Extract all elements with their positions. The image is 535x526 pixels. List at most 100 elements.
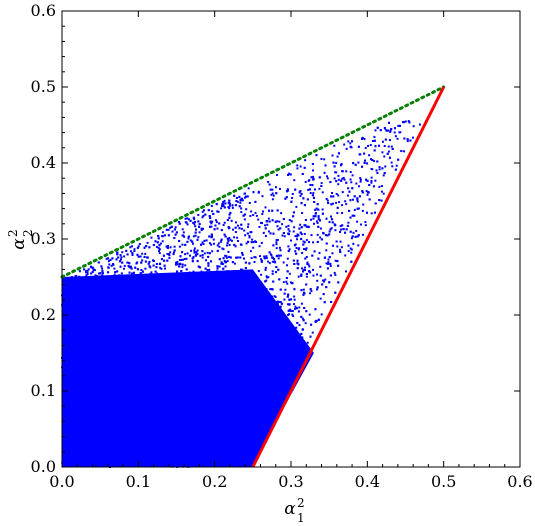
- scatter-point: [74, 338, 77, 341]
- scatter-point: [166, 425, 169, 428]
- scatter-point: [341, 191, 344, 194]
- scatter-point: [239, 331, 242, 334]
- scatter-point: [150, 340, 153, 343]
- scatter-point: [304, 159, 307, 162]
- scatter-point: [216, 343, 219, 346]
- scatter-point: [203, 285, 206, 288]
- scatter-point: [278, 301, 281, 304]
- scatter-point: [70, 374, 73, 377]
- scatter-point: [282, 327, 285, 330]
- scatter-point: [212, 316, 215, 319]
- scatter-point: [240, 274, 243, 277]
- scatter-point: [335, 201, 338, 204]
- scatter-point: [134, 456, 137, 459]
- scatter-point: [200, 327, 203, 330]
- scatter-point: [215, 221, 218, 224]
- scatter-point: [240, 223, 243, 226]
- scatter-point: [246, 281, 249, 284]
- scatter-point: [307, 263, 310, 266]
- scatter-point: [260, 318, 263, 321]
- scatter-point: [225, 346, 228, 349]
- scatter-point: [141, 369, 144, 372]
- scatter-point: [299, 189, 302, 192]
- scatter-point: [107, 271, 110, 274]
- scatter-point: [162, 423, 165, 426]
- scatter-point: [222, 203, 225, 206]
- scatter-point: [149, 393, 152, 396]
- scatter-point: [349, 247, 352, 250]
- scatter-point: [407, 120, 410, 123]
- scatter-point: [233, 315, 236, 318]
- scatter-point: [121, 349, 124, 352]
- scatter-point: [121, 328, 124, 331]
- scatter-point: [164, 378, 167, 381]
- scatter-point: [199, 374, 202, 377]
- scatter-point: [71, 415, 74, 418]
- scatter-point: [101, 274, 104, 277]
- scatter-point: [88, 332, 91, 335]
- scatter-point: [239, 299, 242, 302]
- scatter-point: [248, 374, 251, 377]
- scatter-point: [287, 309, 290, 312]
- scatter-point: [214, 436, 217, 439]
- scatter-point: [180, 374, 183, 377]
- scatter-point: [139, 335, 142, 338]
- scatter-point: [161, 365, 164, 368]
- scatter-point: [188, 271, 191, 274]
- scatter-point: [223, 284, 226, 287]
- scatter-point: [169, 251, 172, 254]
- scatter-point: [100, 402, 103, 405]
- scatter-point: [307, 241, 310, 244]
- scatter-point: [214, 450, 217, 453]
- scatter-point: [316, 288, 319, 291]
- scatter-point: [191, 392, 194, 395]
- scatter-point: [61, 370, 64, 373]
- scatter-point: [195, 400, 198, 403]
- scatter-point: [83, 330, 86, 333]
- scatter-point: [219, 240, 222, 243]
- scatter-point: [126, 464, 129, 467]
- scatter-point: [346, 224, 349, 227]
- scatter-point: [83, 384, 86, 387]
- scatter-point: [166, 399, 169, 402]
- scatter-point: [203, 382, 206, 385]
- scatter-point: [159, 287, 162, 290]
- scatter-point: [386, 152, 389, 155]
- scatter-point: [96, 319, 99, 322]
- scatter-point: [80, 423, 83, 426]
- scatter-point: [85, 416, 88, 419]
- scatter-point: [254, 403, 257, 406]
- scatter-point: [251, 434, 254, 437]
- scatter-point: [116, 382, 119, 385]
- scatter-point: [86, 358, 89, 361]
- scatter-point: [236, 283, 239, 286]
- scatter-point: [78, 387, 81, 390]
- scatter-point: [375, 169, 378, 172]
- scatter-point: [210, 333, 213, 336]
- scatter-point: [328, 221, 331, 224]
- scatter-point: [150, 303, 153, 306]
- scatter-point: [240, 355, 243, 358]
- scatter-point: [337, 281, 340, 284]
- scatter-point: [175, 388, 178, 391]
- scatter-point: [250, 304, 253, 307]
- scatter-point: [285, 280, 288, 283]
- scatter-point: [137, 405, 140, 408]
- scatter-point: [269, 346, 272, 349]
- scatter-point: [157, 464, 160, 467]
- scatter-point: [143, 426, 146, 429]
- scatter-point: [188, 309, 191, 312]
- scatter-point: [66, 423, 69, 426]
- scatter-point: [286, 303, 289, 306]
- scatter-point: [201, 273, 204, 276]
- scatter-point: [192, 367, 195, 370]
- scatter-point: [217, 381, 220, 384]
- scatter-point: [323, 301, 326, 304]
- scatter-point: [122, 415, 125, 418]
- scatter-point: [272, 359, 275, 362]
- scatter-point: [273, 295, 276, 298]
- scatter-point: [394, 168, 397, 171]
- scatter-point: [114, 331, 117, 334]
- scatter-point: [180, 461, 183, 464]
- scatter-point: [127, 439, 130, 442]
